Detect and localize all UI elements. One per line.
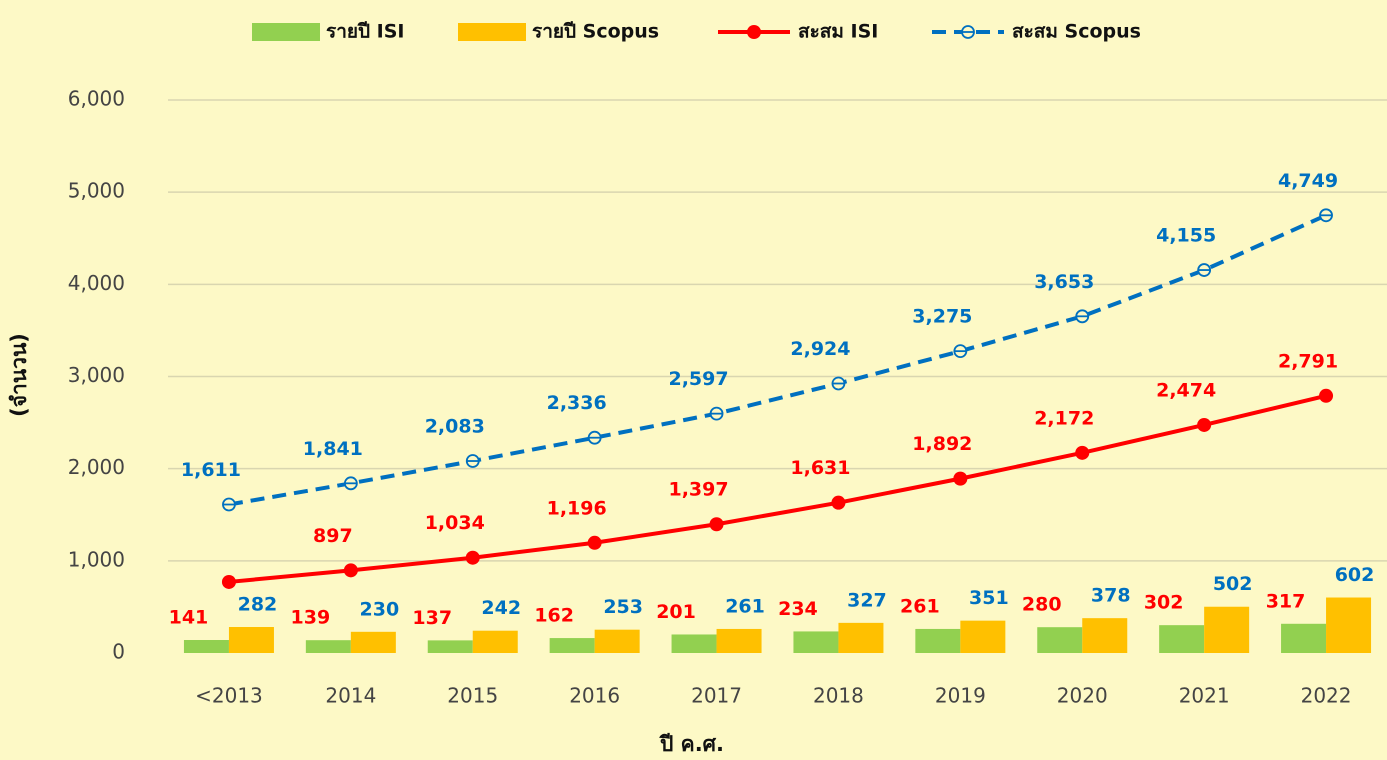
bar xyxy=(915,628,961,653)
legend-label: รายปี Scopus xyxy=(532,21,659,43)
legend-swatch xyxy=(252,23,320,41)
y-tick-label: 4,000 xyxy=(68,271,125,295)
data-label: 261 xyxy=(900,595,940,617)
x-tick-label: 2021 xyxy=(1179,684,1230,708)
data-label: 3,653 xyxy=(1034,271,1094,293)
data-label: 502 xyxy=(1213,573,1253,595)
bar xyxy=(594,629,640,653)
x-axis-title: ปี ค.ศ. xyxy=(658,732,724,756)
x-tick-label: 2018 xyxy=(813,684,864,708)
data-label: 137 xyxy=(412,607,452,629)
marker xyxy=(587,535,602,550)
bar xyxy=(671,634,717,653)
bar xyxy=(427,640,473,653)
x-tick-label: 2020 xyxy=(1057,684,1108,708)
data-label: 2,597 xyxy=(668,368,728,390)
data-label: 2,172 xyxy=(1034,407,1094,429)
bar xyxy=(228,627,274,653)
x-tick-label: 2014 xyxy=(325,684,376,708)
bar xyxy=(1159,625,1205,653)
data-label: 1,611 xyxy=(181,459,241,481)
data-label: 351 xyxy=(969,587,1009,609)
marker xyxy=(1197,417,1212,432)
bar xyxy=(838,622,884,653)
legend-label: สะสม Scopus xyxy=(1012,21,1141,43)
data-label: 3,275 xyxy=(912,306,972,328)
marker xyxy=(1319,388,1334,403)
marker xyxy=(221,574,236,589)
y-tick-label: 1,000 xyxy=(68,547,125,571)
bar xyxy=(793,631,839,653)
data-label: 162 xyxy=(534,605,574,627)
data-label: 4,749 xyxy=(1278,170,1338,192)
legend-label: สะสม ISI xyxy=(798,21,878,43)
data-label: 230 xyxy=(360,598,400,620)
bar xyxy=(305,640,351,653)
bar xyxy=(1326,597,1372,653)
bar xyxy=(960,620,1006,653)
bar xyxy=(1082,618,1128,653)
data-label: 378 xyxy=(1091,585,1131,607)
x-tick-label: 2015 xyxy=(447,684,498,708)
legend-label: รายปี ISI xyxy=(326,21,405,43)
data-label: 2,474 xyxy=(1156,379,1216,401)
data-label: 1,034 xyxy=(425,512,485,534)
data-label: 2,791 xyxy=(1278,350,1338,372)
y-tick-label: 5,000 xyxy=(68,179,125,203)
data-label: 4,155 xyxy=(1156,225,1216,247)
data-label: 1,892 xyxy=(912,433,972,455)
data-label: 242 xyxy=(481,597,521,619)
marker xyxy=(953,471,968,486)
data-label: 253 xyxy=(603,596,643,618)
y-axis-title: (จำนวน) xyxy=(7,333,31,417)
data-label: 201 xyxy=(656,601,696,623)
line xyxy=(228,393,1327,584)
data-label: 1,397 xyxy=(668,479,728,501)
y-tick-label: 6,000 xyxy=(68,87,125,111)
bar xyxy=(1281,623,1327,653)
bar xyxy=(350,631,396,653)
data-label: 317 xyxy=(1266,590,1306,612)
bar xyxy=(1037,627,1083,653)
legend-swatch xyxy=(458,23,526,41)
data-label: 1,841 xyxy=(303,438,363,460)
marker xyxy=(465,550,480,565)
data-label: 302 xyxy=(1144,592,1184,614)
data-label: 282 xyxy=(238,594,278,616)
marker xyxy=(1075,445,1090,460)
bar xyxy=(183,640,229,653)
x-tick-label: 2016 xyxy=(569,684,620,708)
data-label: 897 xyxy=(313,525,353,547)
y-tick-label: 2,000 xyxy=(68,455,125,479)
data-label: 2,083 xyxy=(425,416,485,438)
bar xyxy=(549,638,595,653)
x-tick-label: 2017 xyxy=(691,684,742,708)
marker xyxy=(343,563,358,578)
data-label: 602 xyxy=(1335,564,1375,586)
data-label: 327 xyxy=(847,589,887,611)
bar xyxy=(472,630,518,653)
data-label: 2,336 xyxy=(547,392,607,414)
bar xyxy=(1204,606,1250,653)
legend-marker xyxy=(747,25,761,39)
data-label: 280 xyxy=(1022,594,1062,616)
x-tick-label: <2013 xyxy=(195,684,263,708)
data-label: 2,924 xyxy=(790,338,850,360)
data-label: 139 xyxy=(291,607,331,629)
data-label: 234 xyxy=(778,598,818,620)
data-label: 261 xyxy=(725,595,765,617)
x-tick-label: 2019 xyxy=(935,684,986,708)
data-label: 141 xyxy=(169,607,209,629)
y-tick-label: 0 xyxy=(112,640,125,664)
y-tick-label: 3,000 xyxy=(68,363,125,387)
bar xyxy=(716,628,762,653)
data-label: 1,196 xyxy=(547,497,607,519)
data-label: 1,631 xyxy=(790,457,850,479)
marker xyxy=(709,517,724,532)
line xyxy=(228,213,1327,507)
x-tick-label: 2022 xyxy=(1301,684,1352,708)
marker xyxy=(831,495,846,510)
